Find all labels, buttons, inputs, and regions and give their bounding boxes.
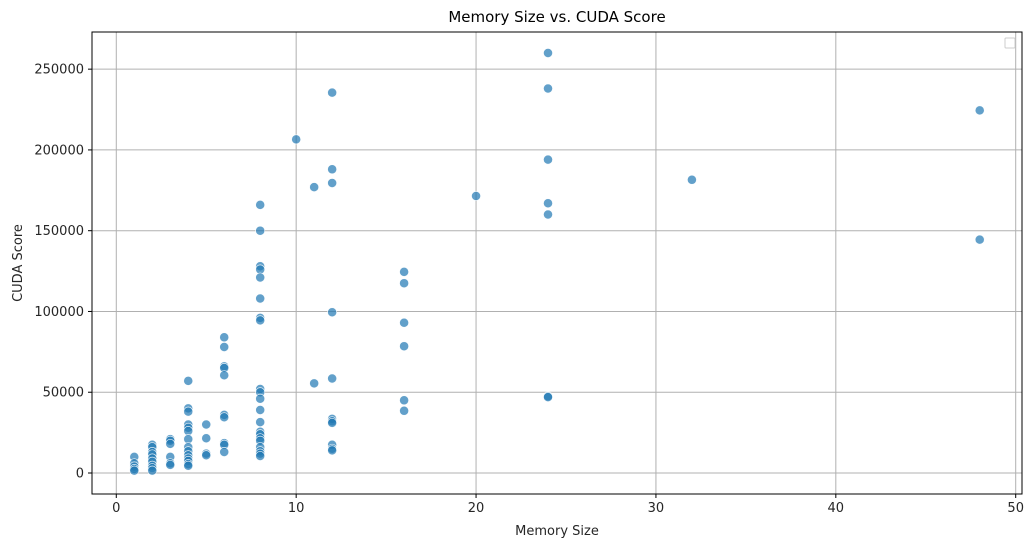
data-point xyxy=(255,199,266,210)
legend-box xyxy=(1004,37,1016,49)
y-tick-label-5: 250000 xyxy=(34,63,84,78)
grid xyxy=(92,32,1022,494)
data-point xyxy=(327,307,338,318)
x-tick-label-3: 30 xyxy=(648,501,665,516)
data-point xyxy=(974,105,985,116)
data-point xyxy=(309,182,320,193)
y-tick-label-0: 0 xyxy=(76,467,84,482)
data-point xyxy=(255,405,266,415)
y-tick-label-4: 200000 xyxy=(34,143,84,158)
data-point xyxy=(255,393,266,404)
data-point xyxy=(219,370,230,381)
data-point xyxy=(543,198,553,209)
data-points xyxy=(129,48,985,476)
data-point xyxy=(219,332,230,343)
data-point xyxy=(399,405,410,416)
x-axis-ticks: 0 10 20 30 40 50 xyxy=(112,494,1024,516)
data-point xyxy=(543,48,553,58)
data-point xyxy=(399,317,410,328)
data-point xyxy=(327,373,338,384)
data-point xyxy=(543,154,553,165)
data-point xyxy=(686,174,697,185)
data-point xyxy=(183,460,194,471)
data-point xyxy=(255,417,266,428)
x-tick-label-5: 50 xyxy=(1007,501,1024,516)
chart-title: Memory Size vs. CUDA Score xyxy=(448,8,665,26)
data-point xyxy=(183,406,194,417)
plot-area-frame xyxy=(91,31,1023,495)
data-point xyxy=(255,272,266,283)
data-point xyxy=(129,465,140,476)
data-point xyxy=(165,438,176,449)
x-tick-label-0: 0 xyxy=(112,501,120,516)
data-point xyxy=(147,465,158,476)
x-tick-label-2: 20 xyxy=(468,501,485,516)
data-point xyxy=(219,342,230,352)
y-axis-ticks: 0 50000 100000 150000 200000 250000 xyxy=(34,63,92,482)
data-point xyxy=(201,433,212,444)
data-point xyxy=(327,164,338,175)
x-tick-label-1: 10 xyxy=(288,501,305,516)
data-point xyxy=(327,87,338,98)
data-point xyxy=(327,417,338,428)
y-tick-label-2: 100000 xyxy=(34,305,84,320)
y-axis-label: CUDA Score xyxy=(11,224,26,302)
data-point xyxy=(327,445,338,456)
data-point xyxy=(543,209,553,220)
data-point xyxy=(543,83,553,94)
data-point xyxy=(201,450,212,461)
data-point xyxy=(255,293,266,304)
data-point xyxy=(309,378,320,389)
data-point xyxy=(255,225,266,236)
data-point xyxy=(165,459,176,470)
y-tick-label-3: 150000 xyxy=(34,224,84,239)
data-point xyxy=(183,375,194,386)
data-point xyxy=(291,134,302,145)
y-tick-label-1: 50000 xyxy=(43,386,84,401)
data-point xyxy=(255,451,266,461)
data-point xyxy=(974,234,985,245)
axes-frame xyxy=(91,31,1023,495)
data-point xyxy=(399,395,410,406)
data-point xyxy=(543,392,553,403)
data-point xyxy=(219,412,230,423)
data-point xyxy=(327,178,338,188)
x-axis-label: Memory Size xyxy=(515,524,599,539)
data-point xyxy=(399,341,410,352)
data-point xyxy=(255,315,266,326)
data-point xyxy=(399,278,410,289)
data-point xyxy=(471,191,482,201)
x-tick-label-4: 40 xyxy=(828,501,845,516)
data-point xyxy=(201,419,212,430)
data-point xyxy=(399,266,410,277)
data-point xyxy=(219,447,230,457)
